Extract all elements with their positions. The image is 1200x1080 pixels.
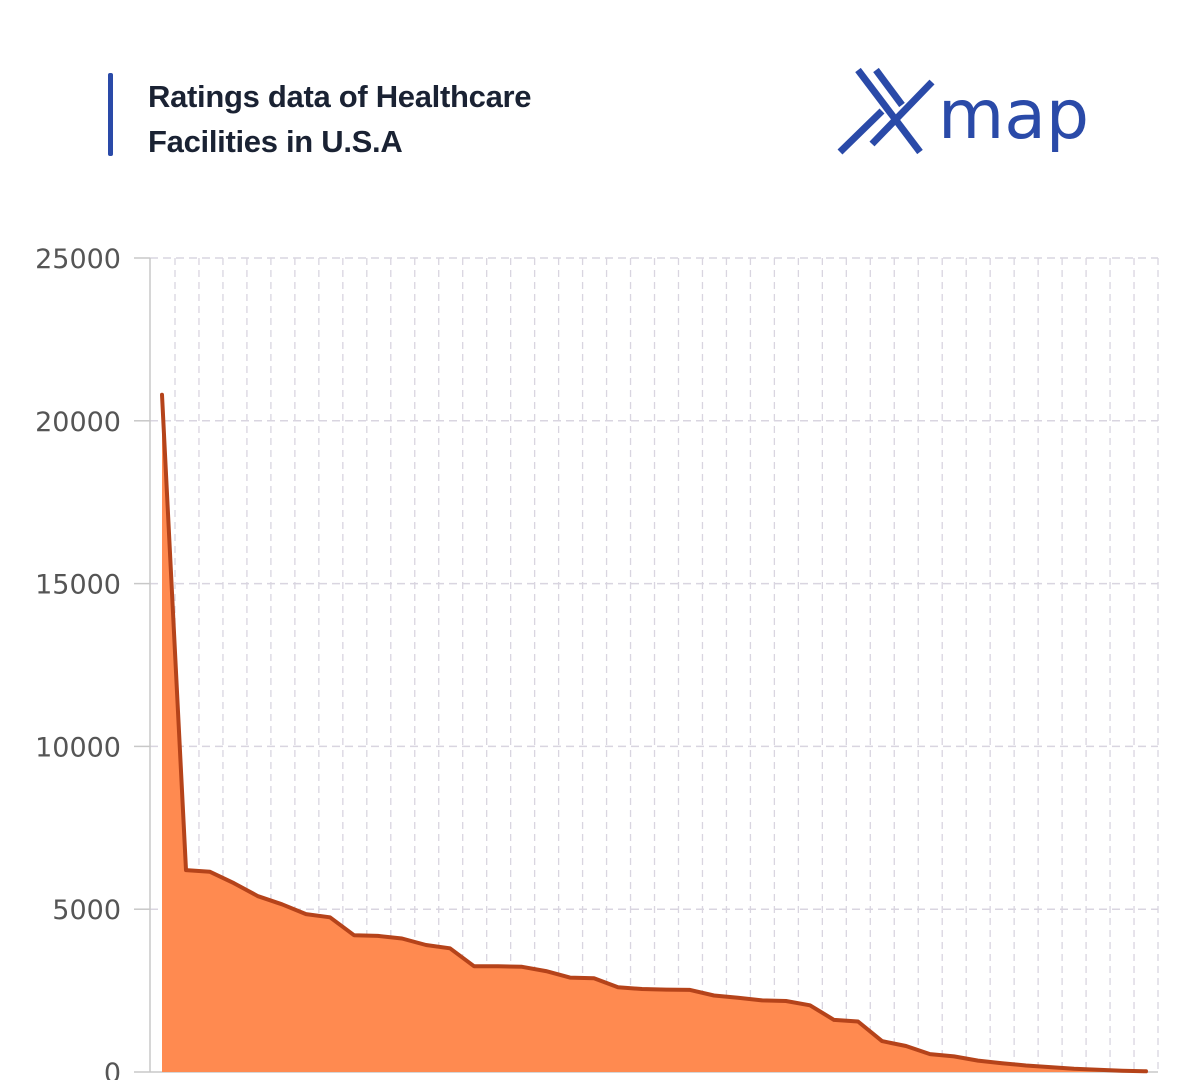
data-point: [616, 985, 620, 989]
xmap-logo: map: [837, 67, 1089, 155]
data-point: [856, 1020, 860, 1023]
data-point: [280, 902, 284, 906]
data-point: [1096, 1068, 1100, 1072]
data-point: [208, 870, 212, 874]
data-point: [664, 988, 668, 992]
x-logo-icon: [837, 67, 935, 155]
logo-text: map: [938, 76, 1089, 155]
data-point: [1024, 1064, 1028, 1067]
data-point: [472, 964, 476, 968]
data-point: [544, 969, 548, 973]
y-tick-labels: 0 5000 10000 15000 20000 25000: [35, 244, 121, 1080]
data-point: [568, 976, 572, 980]
data-point: [832, 1018, 836, 1022]
area-line: [160, 392, 1148, 1074]
data-point: [376, 934, 380, 938]
data-point: [400, 937, 404, 940]
chart-title: Ratings data of Healthcare Facilities in…: [148, 74, 668, 164]
data-point: [808, 1003, 812, 1007]
data-point: [928, 1052, 932, 1056]
data-point: [256, 894, 260, 898]
data-point: [1144, 1069, 1148, 1073]
data-point: [736, 996, 740, 1000]
data-point: [784, 999, 788, 1003]
area-series: [160, 392, 1148, 1074]
data-point: [904, 1044, 908, 1048]
data-point: [352, 933, 356, 937]
chart-title-line-2: Facilities in U.S.A: [148, 124, 403, 159]
data-point: [592, 976, 596, 980]
data-point: [640, 987, 644, 991]
data-point: [712, 994, 716, 997]
data-point: [952, 1054, 956, 1058]
data-point: [232, 881, 236, 885]
title-accent-bar: [108, 73, 113, 156]
chart-title-line-1: Ratings data of Healthcare: [148, 79, 532, 114]
data-point: [976, 1059, 980, 1063]
data-point: [184, 868, 188, 872]
data-point: [424, 943, 428, 947]
y-tick-label: 5000: [52, 895, 121, 926]
data-point: [688, 988, 692, 992]
data-point: [760, 998, 764, 1002]
horizontal-grid: [150, 257, 1158, 910]
y-tick-label: 20000: [35, 407, 121, 438]
data-point: [160, 393, 164, 397]
y-tick-label: 0: [104, 1058, 121, 1080]
y-tick-label: 25000: [35, 244, 121, 275]
y-tick-label: 10000: [35, 732, 121, 763]
data-point: [1072, 1067, 1076, 1071]
data-point: [1048, 1065, 1052, 1069]
data-point: [1000, 1061, 1004, 1065]
data-point: [304, 912, 308, 916]
y-tick-label: 15000: [35, 570, 121, 601]
data-point: [496, 964, 500, 968]
data-point: [880, 1039, 884, 1043]
area-fill: [162, 394, 1146, 1072]
data-point: [1120, 1069, 1124, 1073]
data-point: [448, 946, 452, 950]
data-point: [328, 915, 332, 919]
data-point: [520, 965, 524, 969]
